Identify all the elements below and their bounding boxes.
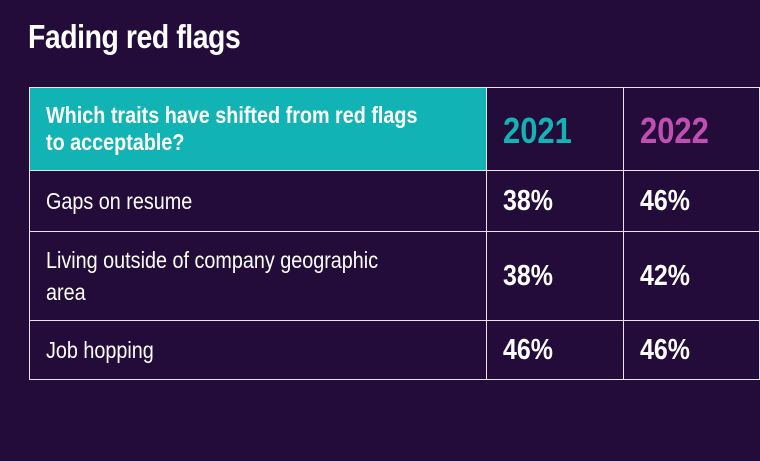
year-2021-header-cell: 2021 [485,87,625,171]
value-2022: 46% [640,184,691,217]
value-2021-cell: 38% [485,231,625,321]
value-2022-cell: 46% [623,170,760,232]
question-header: Which traits have shifted from red flags… [46,102,418,155]
trait-cell: Gaps on resume [29,170,487,232]
trait-cell: Job hopping [29,320,487,380]
table-header-row: Which traits have shifted from red flags… [29,87,760,171]
red-flags-table: Which traits have shifted from red flags… [29,87,760,380]
value-2022: 42% [640,259,691,292]
value-2022-cell: 42% [623,231,760,321]
question-header-cell: Which traits have shifted from red flags… [29,87,487,171]
year-2022-header: 2022 [640,110,710,151]
table-row: Job hopping 46% 46% [29,320,760,380]
year-2022-header-cell: 2022 [623,87,760,171]
value-2021-cell: 46% [485,320,625,380]
trait-cell: Living outside of company geographic are… [29,231,487,321]
trait-label: Job hopping [46,337,154,363]
value-2021: 46% [503,333,553,366]
trait-label: Living outside of company geographic are… [46,247,379,305]
table-row: Living outside of company geographic are… [29,231,760,321]
value-2021: 38% [503,184,553,217]
value-2021: 38% [503,259,553,292]
value-2022-cell: 46% [623,320,760,380]
table-row: Gaps on resume 38% 46% [29,170,760,232]
year-2021-header: 2021 [503,110,572,151]
value-2022: 46% [640,333,691,366]
page-title: Fading red flags [28,18,241,55]
trait-label: Gaps on resume [46,188,193,214]
value-2021-cell: 38% [485,170,625,232]
